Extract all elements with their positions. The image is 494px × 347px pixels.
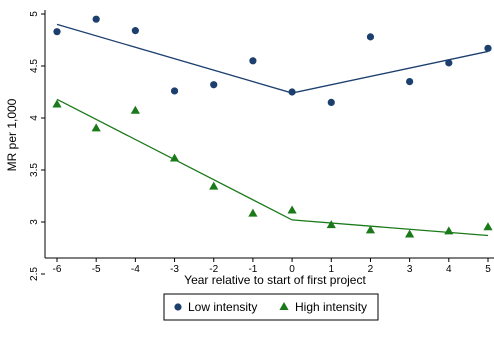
point-high-intensity <box>287 205 297 214</box>
point-high-intensity <box>130 105 140 114</box>
legend-label-high-intensity: High intensity <box>295 300 367 314</box>
point-high-intensity <box>483 222 493 231</box>
x-tick-label: -2 <box>209 264 218 275</box>
fit-line-high-intensity <box>56 98 489 237</box>
y-tick-label: 5 <box>29 11 40 17</box>
legend-marker-low-intensity <box>174 303 182 311</box>
fit-line-low-intensity <box>56 23 489 94</box>
y-tick-label: 2.5 <box>29 267 40 281</box>
x-tick-label: -4 <box>131 264 140 275</box>
point-high-intensity <box>209 181 219 190</box>
y-axis-title: MR per 1,000 <box>5 98 19 171</box>
y-tick-label: 4 <box>29 115 40 121</box>
point-low-intensity <box>406 78 414 86</box>
point-high-intensity <box>365 225 376 234</box>
x-tick-label: -5 <box>92 264 101 275</box>
point-high-intensity <box>326 220 336 229</box>
point-low-intensity <box>249 57 257 65</box>
point-low-intensity <box>53 28 61 36</box>
legend-marker-high-intensity <box>279 302 289 310</box>
x-tick-label: 5 <box>485 264 491 275</box>
x-tick-label: 1 <box>328 264 334 275</box>
x-tick-label: -6 <box>53 264 62 275</box>
point-high-intensity <box>52 99 62 108</box>
point-low-intensity <box>131 27 139 35</box>
point-low-intensity <box>366 33 375 41</box>
point-high-intensity <box>405 229 415 238</box>
point-low-intensity <box>445 59 453 67</box>
point-low-intensity <box>484 44 492 52</box>
y-tick-label: 3.5 <box>29 163 40 177</box>
point-high-intensity <box>169 153 180 162</box>
point-high-intensity <box>91 123 101 132</box>
x-tick-label: 3 <box>407 264 413 275</box>
legend: Low intensity High intensity <box>163 293 379 321</box>
point-high-intensity <box>444 226 454 235</box>
legend-label-low-intensity: Low intensity <box>188 300 257 314</box>
point-low-intensity <box>210 81 218 89</box>
data-markers <box>52 15 493 238</box>
y-tick-label: 3 <box>29 219 40 225</box>
x-axis: -6 -5 -4 -3 -2 -1 0 1 2 3 4 5 <box>45 257 494 275</box>
point-low-intensity <box>92 15 100 23</box>
x-tick-label: 2 <box>368 264 374 275</box>
x-tick-label: 4 <box>446 264 452 275</box>
fit-lines <box>56 23 489 237</box>
x-tick-label: -1 <box>248 264 257 275</box>
legend-box <box>163 293 379 321</box>
x-axis-title: Year relative to start of first project <box>184 273 366 287</box>
point-high-intensity <box>248 208 258 217</box>
point-low-intensity <box>288 88 296 96</box>
y-axis: 2.5 3 3.5 4 4.5 5 <box>29 10 46 281</box>
x-tick-label: -3 <box>170 264 179 275</box>
point-low-intensity <box>170 87 179 95</box>
x-tick-label: 0 <box>289 264 295 275</box>
point-low-intensity <box>327 98 335 106</box>
y-tick-label: 4.5 <box>29 59 40 73</box>
